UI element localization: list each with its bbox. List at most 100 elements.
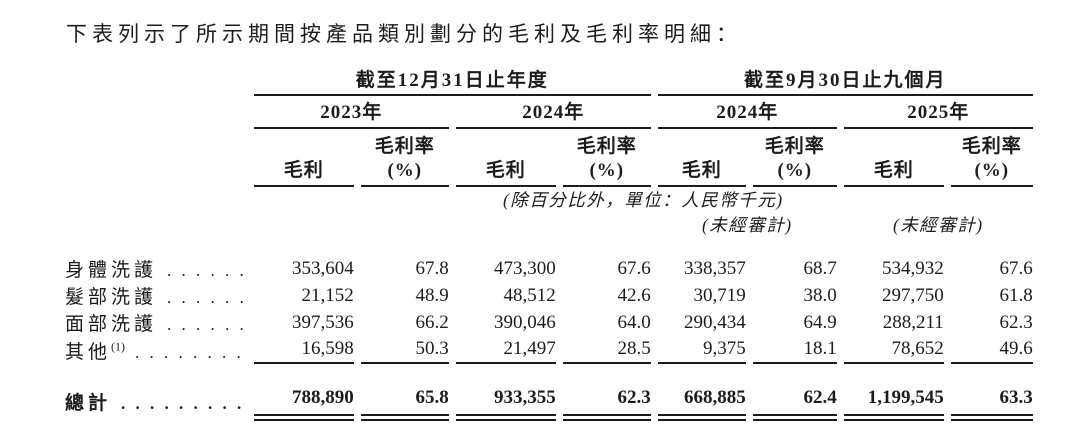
row-label: 總計 bbox=[65, 393, 112, 414]
row-label: 其他 bbox=[65, 341, 112, 363]
header-margin-line2: (%) bbox=[777, 160, 813, 181]
spacer-row bbox=[65, 237, 1033, 255]
unaudited-note-2024: (未經審計) bbox=[701, 215, 793, 235]
margin-value: 68.7 bbox=[803, 257, 837, 279]
year-2024-nine-months: 2024年 bbox=[657, 96, 837, 129]
period-group-annual: 截至12月31日止年度 bbox=[253, 62, 651, 96]
margin-value: 66.2 bbox=[415, 311, 449, 333]
margin-value: 64.0 bbox=[617, 311, 651, 333]
row-label-cell: 總計 . . . . . . . . . bbox=[65, 382, 247, 421]
gross-profit-total: 668,885 bbox=[657, 382, 746, 421]
gross-profit-value: 9,375 bbox=[657, 336, 746, 364]
row-label: 面部洗護 bbox=[65, 314, 158, 335]
gross-profit-value: 297,750 bbox=[882, 284, 944, 306]
margin-value: 67.6 bbox=[617, 257, 651, 279]
gross-profit-table: 截至12月31日止年度 截至9月30日止九個月 2023年 2024年 2024… bbox=[58, 62, 1040, 421]
header-margin-line2: (%) bbox=[974, 160, 1010, 181]
year-2023: 2023年 bbox=[253, 96, 449, 129]
margin-value: 42.6 bbox=[617, 284, 651, 306]
unaudited-note-2025: (未經審計) bbox=[892, 215, 984, 235]
gross-profit-value: 473,300 bbox=[494, 257, 556, 279]
year-2024-annual: 2024年 bbox=[455, 96, 651, 129]
period-group-header-row: 截至12月31日止年度 截至9月30日止九個月 bbox=[65, 62, 1033, 96]
empty-cell bbox=[65, 62, 247, 96]
row-label-cell: 身體洗護 . . . . . . bbox=[65, 255, 247, 282]
row-label-cell: 面部洗護 . . . . . . bbox=[65, 309, 247, 336]
units-note: (除百分比外，單位：人民幣千元) bbox=[502, 190, 784, 210]
margin-total: 62.4 bbox=[752, 382, 837, 421]
header-margin: 毛利率 (%) bbox=[562, 129, 651, 187]
row-label-cell: 其他(1) . . . . . . . . bbox=[65, 336, 247, 364]
header-margin-line1: 毛利率 bbox=[374, 136, 435, 157]
row-label: 身體洗護 bbox=[65, 260, 158, 281]
gross-profit-value: 338,357 bbox=[684, 257, 746, 279]
header-margin: 毛利率 (%) bbox=[360, 129, 449, 187]
header-gross-profit: 毛利 bbox=[657, 129, 746, 187]
row-label-cell: 髮部洗護 . . . . . . bbox=[65, 282, 247, 309]
margin-value: 38.0 bbox=[803, 284, 837, 306]
empty-cell bbox=[65, 212, 651, 237]
dot-leader: . . . . . . bbox=[167, 315, 247, 334]
gross-profit-value: 21,152 bbox=[301, 284, 354, 306]
gross-profit-value: 21,497 bbox=[455, 336, 556, 364]
margin-value: 62.3 bbox=[999, 311, 1033, 333]
empty-cell bbox=[65, 96, 247, 129]
table-row-others: 其他(1). . . . . . . . 16,598 50.3 21,497 … bbox=[65, 336, 1033, 364]
margin-value: 28.5 bbox=[562, 336, 651, 364]
dot-leader: . . . . . . bbox=[167, 261, 247, 280]
gross-profit-value: 353,604 bbox=[292, 257, 354, 279]
table-row-facial-care: 面部洗護 . . . . . . 397,536 66.2 390,046 64.… bbox=[65, 309, 1033, 336]
margin-value: 67.8 bbox=[415, 257, 449, 279]
gross-profit-value: 16,598 bbox=[253, 336, 354, 364]
empty-cell bbox=[65, 129, 247, 187]
margin-total: 65.8 bbox=[360, 382, 449, 421]
dot-leader: . . . . . . . . . bbox=[121, 394, 245, 413]
gross-profit-value: 78,652 bbox=[843, 336, 944, 364]
header-gross-profit: 毛利 bbox=[455, 129, 556, 187]
page-title: 下表列示了所示期間按產品類別劃分的毛利及毛利率明細： bbox=[66, 22, 742, 46]
gross-profit-total: 933,355 bbox=[455, 382, 556, 421]
table-row-hair-care: 髮部洗護. . . . . . 21,152 48.9 48,512 42.6 … bbox=[65, 282, 1033, 309]
header-gross-profit: 毛利 bbox=[253, 129, 354, 187]
header-margin-line1: 毛利率 bbox=[576, 136, 637, 157]
header-margin-line2: (%) bbox=[589, 160, 625, 181]
margin-value: 48.9 bbox=[415, 284, 449, 306]
unaudited-note-row: (未經審計) (未經審計) bbox=[65, 212, 1033, 237]
gross-profit-value: 534,932 bbox=[882, 257, 944, 279]
header-margin: 毛利率 (%) bbox=[950, 129, 1033, 187]
period-group-nine-months: 截至9月30日止九個月 bbox=[657, 62, 1033, 96]
margin-value: 50.3 bbox=[360, 336, 449, 364]
row-label: 髮部洗護 bbox=[65, 287, 158, 308]
gap-row bbox=[65, 364, 1033, 382]
margin-value: 64.9 bbox=[803, 311, 837, 333]
gross-profit-total: 1,199,545 bbox=[843, 382, 944, 421]
margin-total: 62.3 bbox=[562, 382, 651, 421]
header-margin-line2: (%) bbox=[387, 160, 423, 181]
gross-profit-total: 788,890 bbox=[253, 382, 354, 421]
gross-profit-value: 397,536 bbox=[292, 311, 354, 333]
gross-profit-value: 30,719 bbox=[693, 284, 746, 306]
gross-profit-value: 290,434 bbox=[684, 311, 746, 333]
header-margin: 毛利率 (%) bbox=[752, 129, 837, 187]
gross-profit-value: 48,512 bbox=[503, 284, 556, 306]
table-row-total: 總計 . . . . . . . . . 788,890 65.8 933,355… bbox=[65, 382, 1033, 421]
margin-value: 61.8 bbox=[999, 284, 1033, 306]
header-margin-line1: 毛利率 bbox=[764, 136, 825, 157]
header-margin-line1: 毛利率 bbox=[961, 136, 1022, 157]
dot-leader: . . . . . . . . bbox=[135, 342, 244, 362]
measure-header-row: 毛利 毛利率 (%) 毛利 毛利率 (%) 毛利 毛利率 (%) 毛利 毛利率 … bbox=[65, 129, 1033, 187]
year-2025-nine-months: 2025年 bbox=[843, 96, 1033, 129]
gross-profit-value: 390,046 bbox=[494, 311, 556, 333]
margin-value: 67.6 bbox=[999, 257, 1033, 279]
margin-total: 63.3 bbox=[950, 382, 1033, 421]
margin-value: 49.6 bbox=[950, 336, 1033, 364]
gross-profit-value: 288,211 bbox=[882, 311, 944, 333]
table-row-body-care: 身體洗護 . . . . . . 353,604 67.8 473,300 67.… bbox=[65, 255, 1033, 282]
units-note-row: (除百分比外，單位：人民幣千元) bbox=[65, 187, 1033, 212]
year-header-row: 2023年 2024年 2024年 2025年 bbox=[65, 96, 1033, 129]
margin-value: 18.1 bbox=[752, 336, 837, 364]
dot-leader: . . . . . . bbox=[167, 288, 247, 307]
footnote-ref: (1) bbox=[111, 339, 126, 354]
header-gross-profit: 毛利 bbox=[843, 129, 944, 187]
